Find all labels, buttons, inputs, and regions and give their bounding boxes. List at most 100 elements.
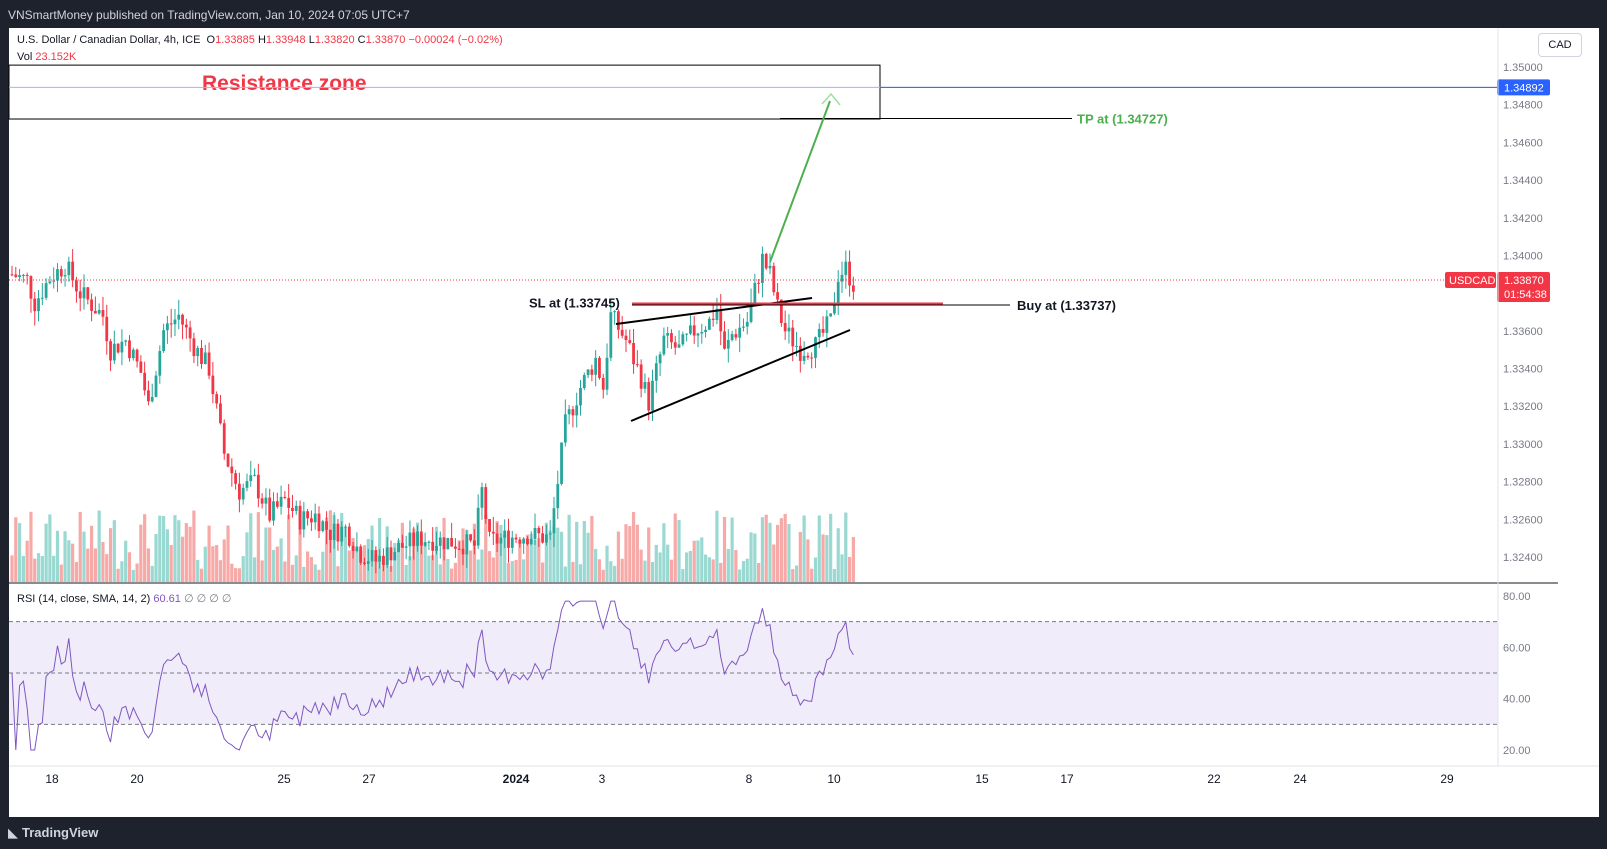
candle-body — [264, 497, 268, 504]
volume-bar — [522, 559, 526, 582]
volume-bar — [476, 559, 480, 582]
volume-bar — [105, 554, 109, 582]
volume-bar — [264, 527, 268, 582]
candle-body — [533, 527, 537, 539]
volume-bar — [207, 525, 211, 582]
candle-body — [446, 537, 450, 550]
volume-bar — [760, 517, 765, 582]
volume-bar — [453, 562, 458, 582]
volume-bar — [719, 562, 723, 582]
volume-bar — [722, 516, 727, 582]
candle-body — [624, 335, 628, 341]
volume-bar — [537, 538, 541, 582]
candle-body — [601, 377, 605, 390]
volume-bar — [131, 569, 135, 582]
volume-bar — [245, 532, 249, 582]
volume-bar — [484, 514, 488, 582]
volume-bar — [275, 546, 279, 582]
candle-body — [613, 311, 617, 313]
volume-bar — [669, 559, 674, 582]
rsi-value: 60.61 — [153, 593, 181, 605]
volume-bar — [192, 510, 196, 582]
candle-body — [245, 481, 249, 488]
candle-body — [768, 265, 772, 269]
volume-bar — [677, 520, 681, 582]
volume-bar — [415, 522, 420, 582]
volume-bar — [847, 556, 852, 582]
volume-bar — [650, 561, 655, 582]
volume-bar — [71, 543, 75, 582]
volume-bar — [605, 545, 609, 582]
volume-bar — [93, 548, 97, 582]
tradingview-logo[interactable]: ◣ TradingView — [8, 825, 98, 841]
symbol-title: U.S. Dollar / Canadian Dollar, 4h, ICE — [17, 34, 201, 46]
volume-bar — [552, 526, 556, 582]
candle-body — [586, 369, 590, 376]
candle-body — [40, 297, 44, 299]
volume-bar — [533, 539, 537, 582]
volume-bar — [688, 550, 693, 582]
candle-body — [723, 331, 726, 349]
candle-body — [131, 349, 135, 359]
volume-bar — [673, 513, 677, 582]
symbol-tag-label: USDCAD — [1449, 275, 1496, 287]
time-tick-label: 18 — [45, 772, 59, 786]
volume-bar — [324, 517, 329, 582]
volume-bar — [794, 565, 799, 582]
candle-body — [109, 341, 112, 361]
volume-bar — [559, 531, 564, 582]
volume-bar — [825, 535, 829, 582]
volume-bar — [802, 515, 806, 582]
volume-value: 23.152K — [35, 51, 77, 63]
drawings: SL at (1.33745) Buy at (1.33737) TP at (1.… — [9, 92, 1550, 422]
candle-body — [829, 313, 833, 317]
volume-bar — [400, 522, 404, 582]
volume-bar — [74, 562, 79, 582]
candle-body — [306, 511, 310, 519]
volume-bar — [139, 524, 143, 582]
volume-bar — [48, 514, 52, 582]
volume-bar — [764, 514, 768, 582]
volume-bar — [252, 557, 257, 582]
currency-button[interactable]: CAD — [1538, 33, 1582, 57]
rsi-tick-label: 80.00 — [1503, 591, 1531, 603]
volume-bar — [556, 527, 560, 582]
volume-bar — [624, 524, 628, 582]
candle-body — [783, 322, 787, 332]
candle-body — [726, 339, 730, 349]
volume-bar — [396, 540, 401, 582]
candle-body — [431, 541, 435, 551]
candle-body — [575, 405, 579, 416]
candle-body — [351, 545, 355, 552]
volume-bar — [404, 564, 408, 582]
volume-bar — [298, 511, 302, 582]
candle-body — [438, 537, 442, 546]
candle-body — [628, 340, 632, 343]
candle-body — [33, 298, 37, 312]
candle-body — [393, 552, 397, 561]
candle-body — [817, 328, 821, 338]
rsi-tick-label: 20.00 — [1503, 745, 1531, 757]
candle-body — [169, 323, 173, 325]
candle-body — [366, 561, 370, 564]
candle-body — [798, 345, 802, 361]
candle-body — [795, 345, 798, 347]
volume-bar — [692, 540, 696, 582]
candle-body — [275, 501, 279, 507]
tp-label: TP at (1.34727) — [1077, 111, 1168, 126]
candle-body — [382, 555, 385, 565]
candle-body — [63, 275, 67, 277]
candle-body — [745, 321, 749, 327]
volume-bar — [154, 533, 158, 582]
time-tick-label: 17 — [1060, 772, 1074, 786]
volume-bar — [431, 555, 435, 582]
volume-bar — [635, 524, 639, 582]
candle-body — [757, 282, 761, 284]
volume-bar — [613, 565, 617, 582]
candle-body — [128, 340, 131, 359]
volume-bar — [336, 566, 340, 582]
candle-body — [412, 532, 416, 546]
volume-bar — [715, 510, 719, 582]
volume-bar — [510, 561, 514, 582]
